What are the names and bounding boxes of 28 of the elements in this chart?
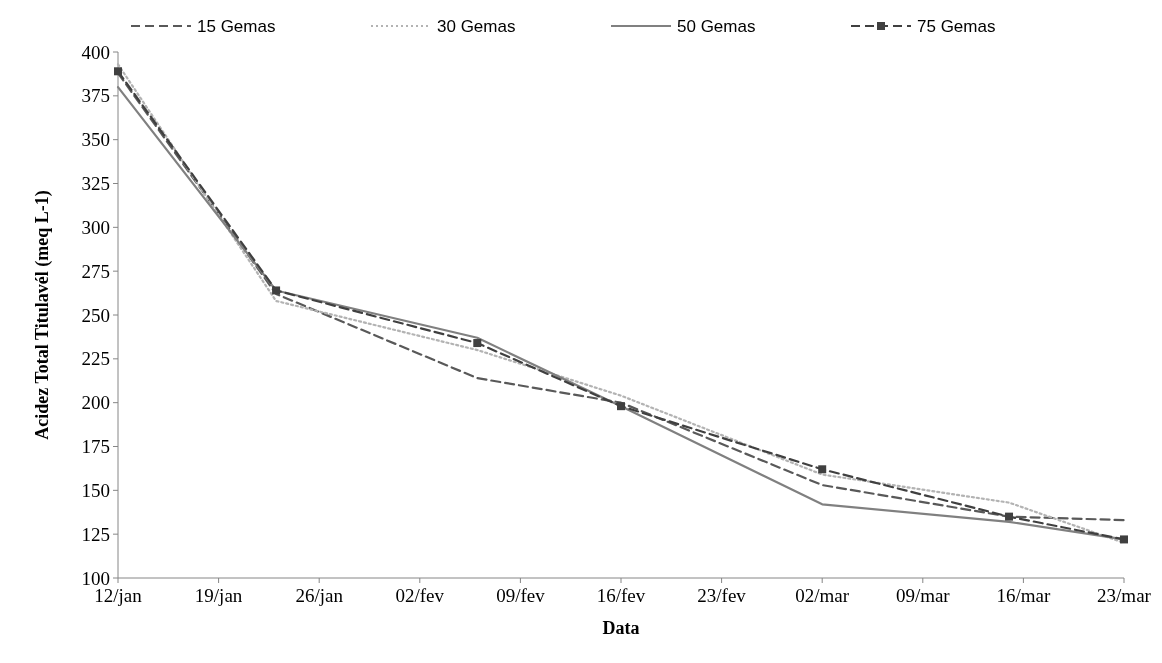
y-tick-label: 275: [81, 260, 110, 282]
y-tick-label: 200: [81, 392, 110, 414]
x-tick-label: 19/jan: [194, 585, 243, 606]
x-tick-label: 02/fev: [395, 585, 445, 606]
legend-label: 50 Gemas: [677, 16, 756, 36]
y-tick-label: 150: [81, 479, 110, 501]
legend-label: 30 Gemas: [437, 16, 516, 36]
y-tick-label: 175: [81, 436, 110, 458]
y-tick-label: 375: [81, 85, 110, 107]
x-tick-label: 16/mar: [996, 585, 1051, 606]
y-tick-label: 125: [81, 523, 110, 545]
x-tick-label: 09/fev: [496, 585, 546, 606]
x-tick-label: 09/mar: [895, 585, 951, 606]
y-tick-label: 300: [81, 216, 110, 238]
x-tick-label: 23/mar: [1097, 585, 1152, 606]
y-tick-label: 400: [81, 41, 110, 63]
x-tick-label: 16/fev: [596, 585, 646, 606]
x-tick-label: 23/fev: [697, 585, 747, 606]
x-tick-label: 26/jan: [295, 585, 344, 606]
y-tick-label: 325: [81, 173, 110, 195]
y-tick-label: 225: [81, 348, 110, 370]
y-axis-title: Acidez Total Titulavél (meq L-1): [32, 190, 53, 440]
x-axis-title: Data: [602, 618, 640, 638]
y-tick-label: 350: [81, 129, 110, 151]
legend-label: 15 Gemas: [197, 16, 276, 36]
x-tick-label: 02/mar: [795, 585, 850, 606]
legend-label: 75 Gemas: [917, 16, 996, 36]
y-tick-label: 250: [81, 304, 110, 326]
